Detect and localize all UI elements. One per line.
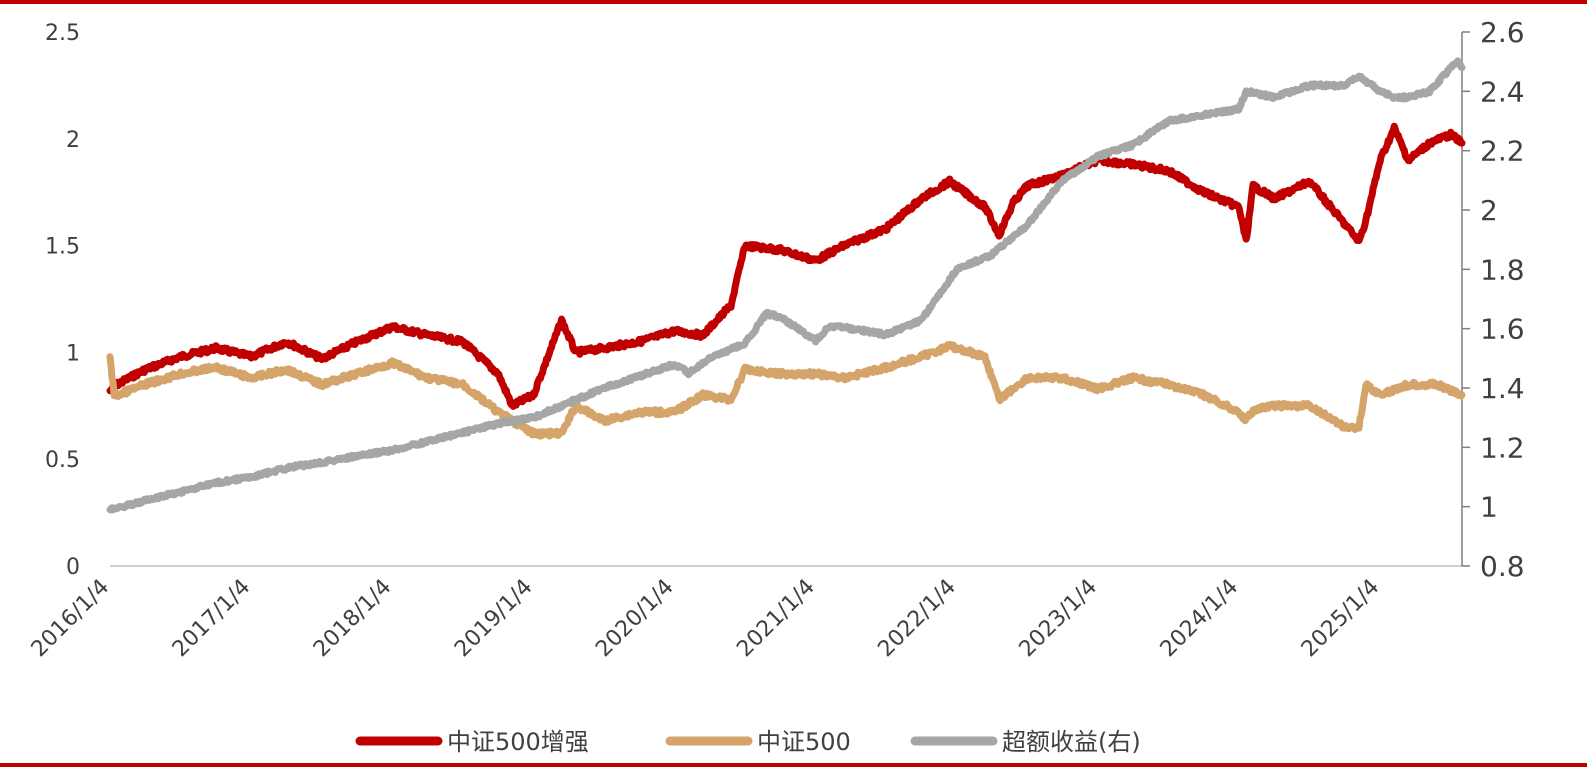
right-y-tick-label: 1 — [1480, 491, 1498, 524]
x-tick-label: 2019/1/4 — [450, 575, 538, 663]
left-y-tick-label: 2.5 — [45, 21, 80, 46]
right-y-tick-label: 2 — [1480, 194, 1498, 227]
left-y-tick-label: 0 — [66, 555, 80, 580]
series-line-1 — [106, 122, 1466, 410]
x-tick-label: 2017/1/4 — [168, 575, 256, 663]
series-line-3 — [106, 57, 1466, 514]
ticks-layer: 0 0.5 1 1.5 2 2.5 0.8 1 1.2 1.4 1.6 1.8 2 2.2 2.4 2.6 20… — [27, 16, 1525, 662]
left-y-tick-label: 1 — [66, 341, 80, 366]
right-y-tick-label: 2.2 — [1480, 135, 1525, 168]
right-y-tick-label: 1.4 — [1480, 372, 1525, 405]
right-y-tick-label: 2.4 — [1480, 75, 1525, 108]
left-y-tick-label: 2 — [66, 128, 80, 153]
top-rule — [0, 0, 1587, 4]
series-line-2 — [106, 340, 1466, 440]
series-layer — [106, 57, 1466, 514]
x-tick-label: 2022/1/4 — [873, 575, 961, 663]
legend: 中证500增强 中证500 超额收益(右) — [355, 728, 1141, 756]
x-tick-label: 2018/1/4 — [309, 575, 397, 663]
legend-label: 中证500 — [757, 728, 851, 756]
x-tick-label: 2024/1/4 — [1156, 575, 1244, 663]
left-y-tick-label: 1.5 — [45, 235, 80, 260]
bottom-rule — [0, 763, 1587, 767]
x-tick-label: 2020/1/4 — [591, 575, 679, 663]
x-tick-label: 2025/1/4 — [1297, 575, 1385, 663]
axes — [110, 32, 1463, 567]
legend-label: 中证500增强 — [447, 728, 589, 756]
legend-label: 超额收益(右) — [1002, 728, 1141, 756]
x-tick-label: 2021/1/4 — [732, 575, 820, 663]
right-y-tick-label: 2.6 — [1480, 16, 1525, 49]
x-tick-label: 2016/1/4 — [27, 575, 115, 663]
right-y-tick-label: 0.8 — [1480, 550, 1525, 583]
right-y-tick-label: 1.6 — [1480, 313, 1525, 346]
right-y-tick-label: 1.8 — [1480, 253, 1525, 286]
x-tick-label: 2023/1/4 — [1015, 575, 1103, 663]
right-y-tick-label: 1.2 — [1480, 431, 1525, 464]
left-y-tick-label: 0.5 — [45, 448, 80, 473]
